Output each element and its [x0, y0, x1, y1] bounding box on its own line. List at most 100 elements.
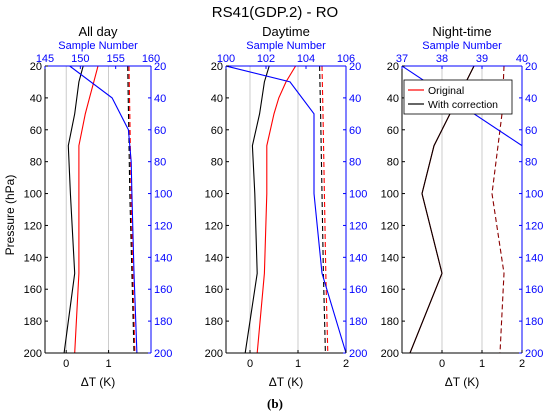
legend-label: With correction — [428, 99, 498, 111]
y-tick-label: 160 — [24, 284, 42, 296]
y-tick-label: 60 — [387, 125, 399, 137]
right-y-tick-label: 120 — [349, 220, 367, 232]
right-y-tick-label: 40 — [154, 93, 166, 105]
y-tick-label: 120 — [24, 220, 42, 232]
y-tick-label: 100 — [381, 189, 399, 201]
series-group — [226, 66, 346, 353]
y-tick-label: 80 — [30, 157, 42, 169]
right-y-tick-label: 100 — [349, 189, 367, 201]
y-tick-label: 180 — [205, 316, 223, 328]
top-tick-label: 155 — [106, 53, 124, 65]
right-y-tick-label: 200 — [349, 348, 367, 360]
y-tick-label: 80 — [211, 157, 223, 169]
y-tick-label: 40 — [30, 93, 42, 105]
top-axis-label: Sample Number — [422, 40, 502, 52]
right-y-tick-label: 140 — [154, 252, 172, 264]
x-tick-label: 1 — [106, 358, 112, 370]
legend: Original With correction — [403, 79, 513, 115]
top-tick-label: 102 — [257, 53, 275, 65]
right-y-tick-label: 80 — [349, 157, 361, 169]
right-y-tick-label: 80 — [154, 157, 166, 169]
series-group — [63, 66, 138, 353]
series-dashed-2 — [128, 66, 136, 353]
right-y-tick-label: 140 — [525, 252, 543, 264]
series-dashed-3 — [319, 66, 326, 353]
right-y-tick-label: 180 — [349, 316, 367, 328]
right-y-tick-label: 160 — [349, 284, 367, 296]
top-tick-label: 38 — [436, 53, 448, 65]
x-tick-label: 2 — [343, 358, 349, 370]
y-tick-label: 60 — [211, 125, 223, 137]
y-tick-label: 200 — [24, 348, 42, 360]
y-tick-label: 40 — [387, 93, 399, 105]
top-tick-label: 39 — [476, 53, 488, 65]
right-y-tick-label: 40 — [525, 93, 537, 105]
top-tick-label: 160 — [142, 53, 160, 65]
right-y-tick-label: 160 — [154, 284, 172, 296]
series-with-correction — [63, 66, 84, 353]
sample-number-line — [69, 66, 138, 353]
y-tick-label: 20 — [387, 61, 399, 73]
top-tick-label: 150 — [71, 53, 89, 65]
x-tick-label: 1 — [479, 358, 485, 370]
x-tick-label: 2 — [519, 358, 525, 370]
top-tick-label: 106 — [337, 53, 355, 65]
right-y-tick-label: 200 — [525, 348, 543, 360]
sample-number-line — [226, 66, 346, 353]
y-tick-label: 180 — [24, 316, 42, 328]
series-with-correction — [244, 66, 270, 353]
series-dashed-2 — [491, 66, 505, 353]
y-tick-label: 160 — [205, 284, 223, 296]
x-axis-label: ΔT (K) — [81, 375, 115, 389]
y-tick-label: 80 — [387, 157, 399, 169]
series-original — [256, 66, 297, 353]
x-tick-label: 0 — [439, 358, 445, 370]
panel-title: Night-time — [432, 24, 491, 39]
right-y-tick-label: 100 — [525, 189, 543, 201]
top-tick-label: 40 — [516, 53, 528, 65]
right-y-tick-label: 60 — [525, 125, 537, 137]
y-tick-label: 200 — [205, 348, 223, 360]
y-tick-label: 100 — [24, 189, 42, 201]
right-y-tick-label: 160 — [525, 284, 543, 296]
top-axis-label: Sample Number — [246, 40, 326, 52]
y-tick-label: 200 — [381, 348, 399, 360]
top-tick-label: 37 — [396, 53, 408, 65]
right-y-tick-label: 20 — [525, 61, 537, 73]
panel-title: Daytime — [262, 24, 310, 39]
right-y-tick-label: 120 — [525, 220, 543, 232]
right-y-tick-label: 140 — [349, 252, 367, 264]
legend-box — [403, 79, 513, 115]
y-tick-label: 160 — [381, 284, 399, 296]
series-original — [74, 66, 99, 353]
y-tick-label: 140 — [381, 252, 399, 264]
y-tick-label: 140 — [205, 252, 223, 264]
y-tick-label: 20 — [211, 61, 223, 73]
panel-title: All day — [78, 24, 118, 39]
right-y-tick-label: 20 — [349, 61, 361, 73]
y-tick-label: 40 — [211, 93, 223, 105]
x-tick-label: 1 — [295, 358, 301, 370]
y-tick-label: 100 — [205, 189, 223, 201]
x-tick-label: 0 — [63, 358, 69, 370]
y-tick-label: 120 — [381, 220, 399, 232]
y-tick-label: 140 — [24, 252, 42, 264]
top-axis-label: Sample Number — [58, 40, 138, 52]
y-tick-label: 60 — [30, 125, 42, 137]
right-y-tick-label: 200 — [154, 348, 172, 360]
x-axis-label: ΔT (K) — [445, 375, 479, 389]
right-y-tick-label: 180 — [525, 316, 543, 328]
top-tick-label: 104 — [297, 53, 315, 65]
legend-label: Original — [428, 85, 464, 97]
right-y-tick-label: 60 — [154, 125, 166, 137]
x-axis-label: ΔT (K) — [269, 375, 303, 389]
panel-1: 20 20 40 40 60 60 80 80 100 100 120 120 140 140 160 160… — [24, 24, 173, 389]
right-y-tick-label: 80 — [525, 157, 537, 169]
series-dashed-2 — [321, 66, 329, 353]
series-dashed-3 — [127, 66, 135, 353]
right-y-tick-label: 180 — [154, 316, 172, 328]
figure-sublabel: (b) — [267, 396, 283, 411]
